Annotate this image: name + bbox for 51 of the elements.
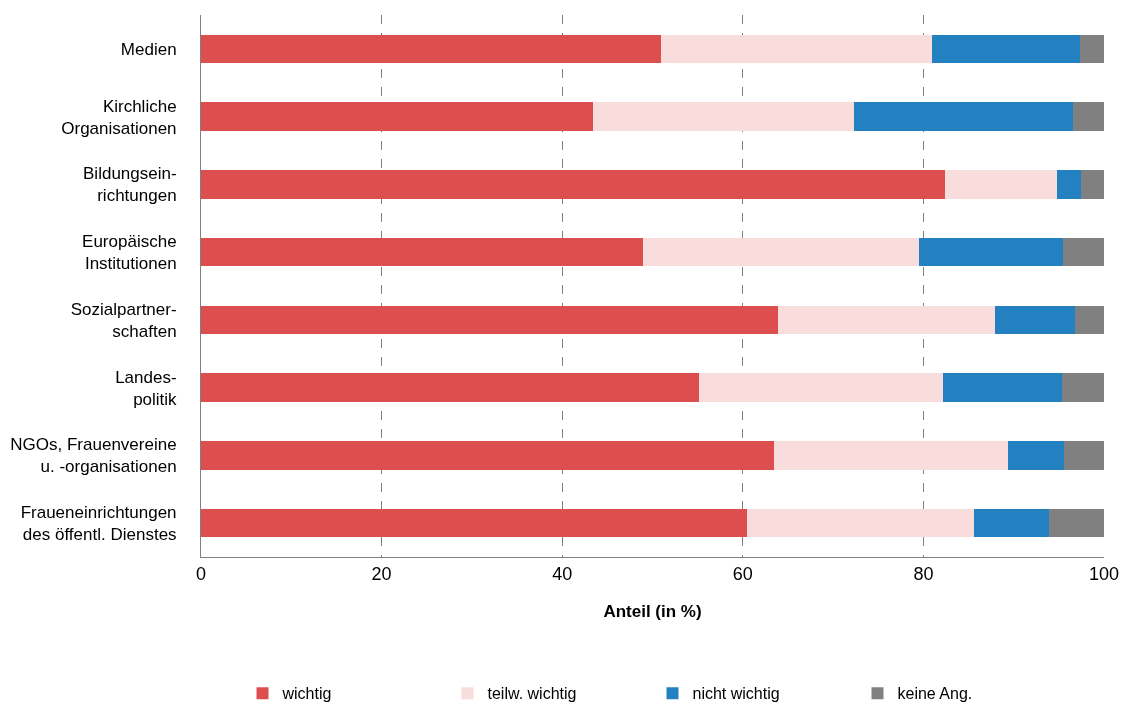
- x-axis-title: Anteil (in %): [603, 602, 702, 621]
- bar: [1063, 237, 1104, 267]
- y-tick-label: Europäische Institutionen: [82, 232, 177, 274]
- y-tick-label: Medien: [120, 39, 177, 59]
- bar: [699, 373, 944, 402]
- bar: [1079, 34, 1104, 64]
- bar: [778, 305, 995, 335]
- legend-label: wichtig: [281, 685, 332, 703]
- bar: [1073, 102, 1104, 131]
- y-tick-label: Bildungsein- richtungen: [83, 164, 177, 206]
- bar: [1080, 170, 1104, 199]
- bar: [1075, 305, 1104, 335]
- bar: [1061, 373, 1104, 402]
- bar: [973, 508, 1049, 538]
- bar: [918, 237, 1064, 267]
- bar: [853, 102, 1074, 131]
- y-tick-label: NGOs, Frauenvereine u. -organisationen: [10, 435, 177, 477]
- bar: [943, 373, 1062, 402]
- bar: [660, 34, 933, 64]
- x-tick-label: 60: [732, 563, 753, 584]
- bar: [201, 102, 593, 131]
- bar: [201, 305, 779, 335]
- bar: [1064, 441, 1104, 470]
- bar: [592, 102, 854, 131]
- bar: [642, 237, 919, 267]
- bar: [201, 34, 661, 64]
- y-tick-label: Kirchliche Organisationen: [61, 96, 177, 138]
- bar: [201, 373, 700, 402]
- bar: [1057, 170, 1081, 199]
- x-tick-label: 20: [371, 563, 392, 584]
- bar: [1048, 508, 1104, 538]
- x-tick-label: 0: [195, 563, 207, 584]
- bar: [201, 237, 643, 267]
- bar: [1008, 441, 1065, 470]
- x-tick-label: 100: [1088, 563, 1120, 584]
- bar: [945, 170, 1058, 199]
- bar: [774, 441, 1009, 470]
- bar: [201, 170, 946, 199]
- x-tick-label: 40: [552, 563, 573, 584]
- bar: [932, 34, 1080, 64]
- x-tick-label: 80: [913, 563, 934, 584]
- legend-label: keine Ang.: [897, 685, 973, 703]
- y-tick-label: Fraueneinrichtungen des öffentl. Dienstes: [20, 503, 177, 545]
- legend-label: nicht wichtig: [692, 685, 780, 703]
- y-tick-label: Sozialpartner- schaften: [70, 299, 177, 341]
- bar: [747, 508, 974, 538]
- legend-label: teilw. wichtig: [487, 685, 577, 703]
- y-tick-label: Landes- politik: [115, 367, 178, 409]
- bar: [201, 508, 748, 538]
- bar: [994, 305, 1076, 335]
- bar: [201, 441, 775, 470]
